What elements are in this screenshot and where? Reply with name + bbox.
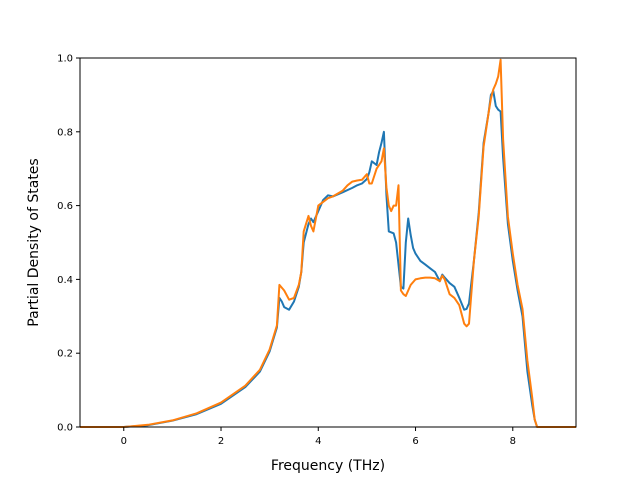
x-tick-label: 0 [121,436,127,447]
x-tick-label: 8 [510,436,516,447]
x-tick-label: 6 [412,436,418,447]
y-tick-label: 0.6 [57,201,73,212]
axes-frame [79,57,577,428]
y-tick-label: 0.8 [57,127,73,138]
y-tick-label: 0.4 [57,275,73,286]
y-ticks: 0.0 0.2 0.4 0.6 0.8 1.0 [57,54,80,434]
y-tick-label: 1.0 [57,54,73,65]
x-tick-label: 4 [315,436,321,447]
series-line-1 [80,90,576,428]
x-axis-label: Frequency (THz) [271,458,385,474]
x-ticks: 0 2 4 6 8 [121,427,516,447]
x-tick-label: 2 [218,436,224,447]
y-tick-label: 0.0 [57,423,73,434]
series-line-2 [80,58,576,428]
y-axis-label: Partial Density of States [26,158,42,326]
y-tick-label: 0.2 [57,349,73,360]
series-layer [80,58,576,428]
